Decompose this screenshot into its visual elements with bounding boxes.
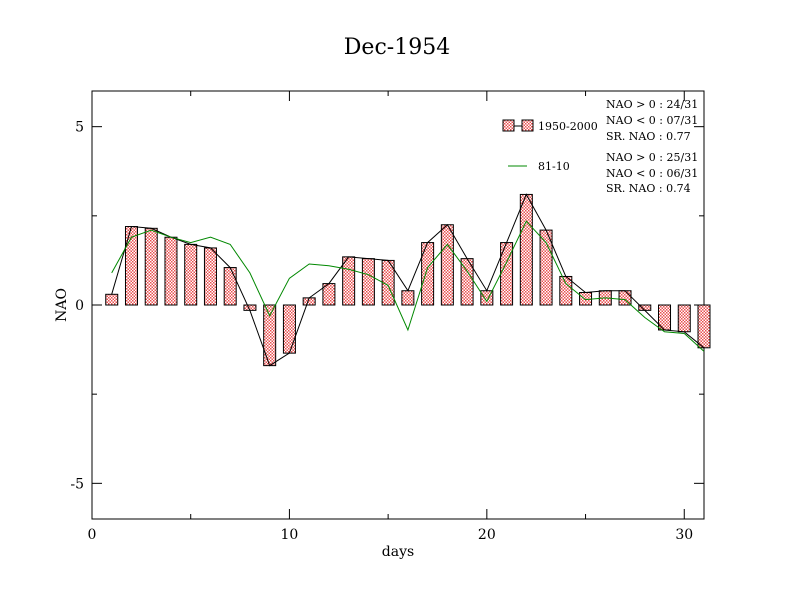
bar-day-24 [559,275,573,306]
x-tick-label: 30 [675,527,693,543]
bar-day-22 [519,193,533,306]
y-tick-label: 0 [75,298,84,314]
legend-label-81-10: 81-10 [538,160,570,173]
line-81-10 [111,220,705,352]
x-axis-label: days [382,544,414,560]
bar-series-1950-2000 [105,193,711,367]
bar-day-18 [440,224,454,306]
bar-day-4 [164,236,178,306]
stat-8110-nao-positive: NAO > 0 : 25/31 [606,151,698,164]
legend-swatch-1950-2000-left [502,119,515,132]
legend-label-1950-2000: 1950-2000 [538,120,598,133]
line-layer [111,193,705,367]
bar-day-31 [697,304,711,349]
line-1950-2000 [111,193,705,367]
x-tick-label: 20 [478,527,496,543]
bar-day-7 [223,267,237,306]
stat-8110-nao-negative: NAO < 0 : 06/31 [606,167,698,180]
bar-day-30 [677,304,691,333]
stat-1950-sr-nao: SR. NAO : 0.77 [606,130,691,143]
stat-1950-nao-positive: NAO > 0 : 24/31 [606,98,698,111]
axis-ticks: 0 10 20 30 -5 0 5 [70,91,704,543]
stat-1950-nao-negative: NAO < 0 : 07/31 [606,114,698,127]
chart-title: Dec-1954 [344,35,450,60]
bar-day-10 [282,304,296,354]
y-tick-label: -5 [70,476,84,492]
bar-day-6 [203,247,217,306]
bar-day-2 [124,226,138,306]
bar-day-5 [184,243,198,306]
legend-swatch-1950-2000-right [521,119,534,132]
bar-day-16 [401,290,415,306]
stat-8110-sr-nao: SR. NAO : 0.74 [606,182,691,195]
x-tick-label: 10 [281,527,299,543]
bar-day-23 [539,229,553,306]
bar-day-9 [263,304,277,367]
legend: 1950-2000 81-10 NAO > 0 : 24/31 NAO < 0 … [502,98,698,195]
y-axis-label: NAO [54,288,70,322]
bar-day-13 [342,256,356,306]
bar-day-14 [361,258,375,306]
bar-day-3 [144,227,158,306]
x-tick-label: 0 [88,527,97,543]
y-tick-label: 5 [75,120,84,136]
bar-day-1 [105,293,119,306]
